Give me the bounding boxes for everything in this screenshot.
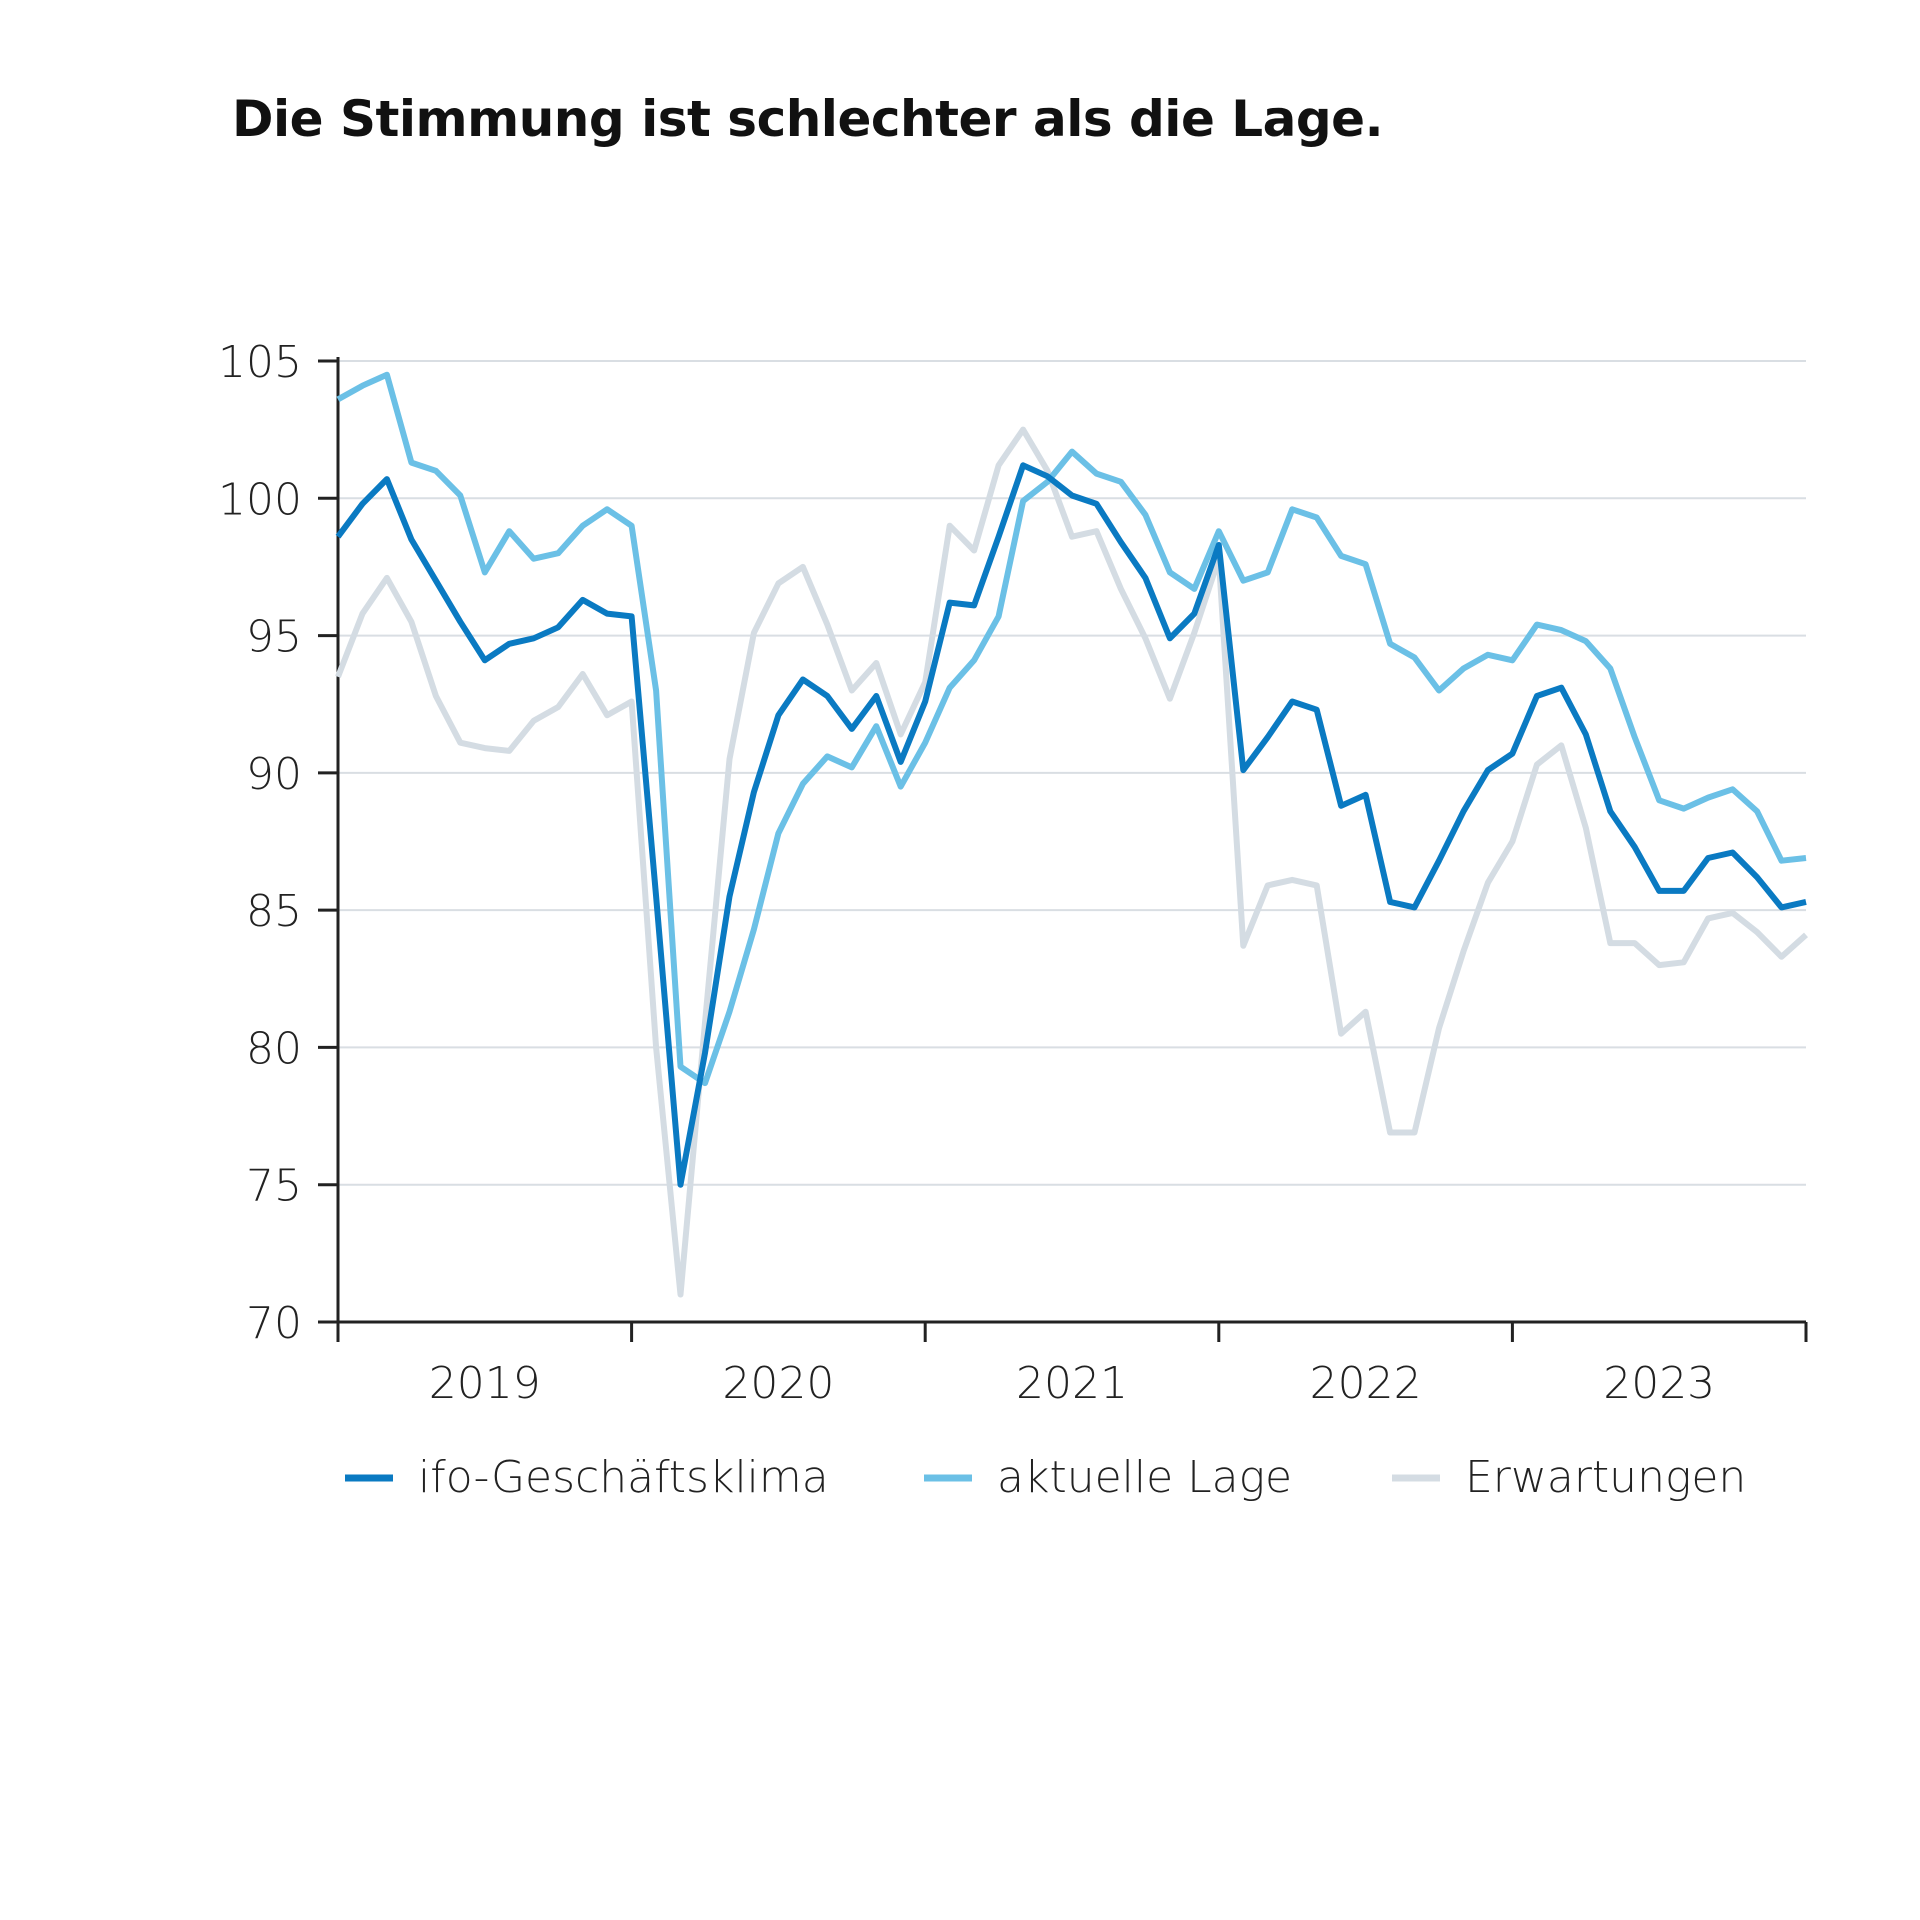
x-tick-label: 2022: [1310, 1358, 1422, 1409]
y-tick-label: 100: [218, 474, 302, 525]
y-tick-label: 105: [218, 337, 302, 388]
legend-label: ifo-Geschäftsklima: [418, 1452, 829, 1503]
x-tick-label: 2020: [722, 1358, 834, 1409]
series-lines: [335, 371, 1808, 1298]
y-tick-label: 95: [246, 612, 302, 663]
y-tick-label: 75: [246, 1161, 302, 1212]
x-tick-label: 2023: [1603, 1358, 1715, 1409]
x-tick-label: 2021: [1016, 1358, 1128, 1409]
y-tick-label: 70: [246, 1298, 302, 1349]
series-line-3: [335, 426, 1808, 1298]
y-tick-label: 85: [246, 886, 302, 937]
legend: ifo-Geschäftsklima aktuelle Lage Erwartung…: [345, 1452, 1746, 1503]
series-line-1: [335, 462, 1807, 1188]
x-tick-label: 2019: [429, 1358, 541, 1409]
legend-label: aktuelle Lage: [997, 1452, 1292, 1503]
series-line-2: [336, 371, 1807, 1087]
axes: 70 75 80 85 90 95 100 105 2019 2020 2021 2022 2023: [218, 337, 1808, 1409]
y-tick-label: 80: [246, 1023, 302, 1074]
gridlines: [338, 360, 1806, 1186]
chart-title: Die Stimmung ist schlechter als die Lage…: [232, 90, 1384, 148]
legend-label: Erwartungen: [1465, 1452, 1746, 1503]
y-tick-label: 90: [246, 749, 302, 800]
